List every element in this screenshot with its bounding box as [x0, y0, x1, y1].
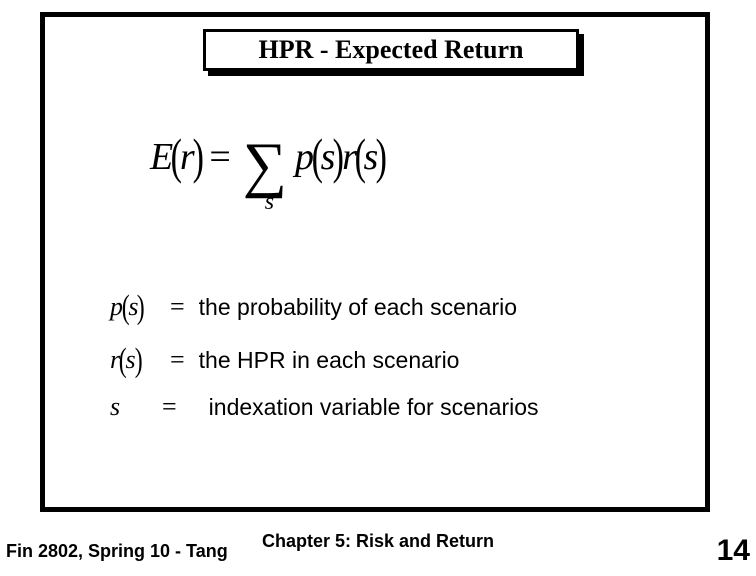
- paren-open: (: [312, 127, 323, 185]
- def-eq: =: [170, 292, 185, 321]
- title-box: HPR - Expected Return: [203, 29, 579, 71]
- slide-frame: HPR - Expected Return E(r)=∑s p(s)r(s) p…: [40, 12, 710, 512]
- page-number: 14: [717, 534, 750, 568]
- paren-close: ): [137, 282, 145, 335]
- slide-title: HPR - Expected Return: [258, 35, 523, 65]
- def-var: s: [110, 392, 120, 421]
- paren-close: ): [192, 127, 203, 185]
- paren-open: (: [119, 335, 127, 388]
- def-desc: the HPR in each scenario: [199, 347, 460, 373]
- formula-eq: =: [209, 136, 230, 178]
- def-eq: =: [170, 345, 185, 374]
- definition-row: s = indexation variable for scenarios: [110, 387, 539, 427]
- def-desc: the probability of each scenario: [199, 294, 517, 320]
- sigma-subscript: s: [265, 189, 274, 216]
- sigma-wrap: ∑s: [243, 141, 287, 191]
- paren-close: ): [376, 127, 387, 185]
- paren-close: ): [134, 335, 142, 388]
- paren-close: ): [333, 127, 344, 185]
- paren-open: (: [171, 127, 182, 185]
- definition-row: r(s)=the HPR in each scenario: [110, 335, 539, 388]
- definition-row: p(s)=the probability of each scenario: [110, 282, 539, 335]
- paren-open: (: [355, 127, 366, 185]
- paren-open: (: [122, 282, 130, 335]
- definitions-block: p(s)=the probability of each scenario r(…: [110, 282, 539, 428]
- footer-center: Chapter 5: Risk and Return: [0, 531, 756, 552]
- expected-return-formula: E(r)=∑s p(s)r(s): [150, 127, 385, 190]
- def-desc: indexation variable for scenarios: [209, 394, 539, 420]
- def-eq: =: [162, 392, 177, 421]
